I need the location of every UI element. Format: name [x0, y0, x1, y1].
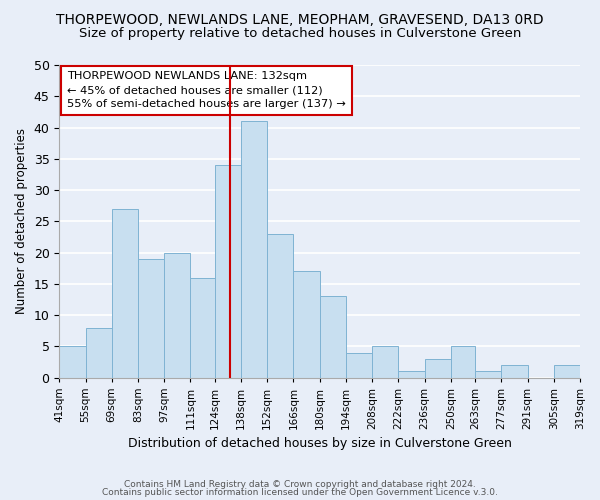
Bar: [502, 365, 527, 378]
Bar: [59, 346, 86, 378]
Bar: [138, 259, 164, 378]
Bar: [320, 296, 346, 378]
X-axis label: Distribution of detached houses by size in Culverstone Green: Distribution of detached houses by size …: [128, 437, 512, 450]
Bar: [475, 372, 502, 378]
Text: Contains HM Land Registry data © Crown copyright and database right 2024.: Contains HM Land Registry data © Crown c…: [124, 480, 476, 489]
Bar: [190, 278, 215, 378]
Bar: [346, 352, 372, 378]
Bar: [112, 209, 138, 378]
Bar: [293, 272, 320, 378]
Bar: [451, 346, 475, 378]
Bar: [86, 328, 112, 378]
Bar: [372, 346, 398, 378]
Bar: [241, 122, 267, 378]
Text: Size of property relative to detached houses in Culverstone Green: Size of property relative to detached ho…: [79, 28, 521, 40]
Bar: [425, 359, 451, 378]
Bar: [164, 252, 190, 378]
Bar: [554, 365, 580, 378]
Y-axis label: Number of detached properties: Number of detached properties: [15, 128, 28, 314]
Text: Contains public sector information licensed under the Open Government Licence v.: Contains public sector information licen…: [102, 488, 498, 497]
Bar: [267, 234, 293, 378]
Text: THORPEWOOD NEWLANDS LANE: 132sqm
← 45% of detached houses are smaller (112)
55% : THORPEWOOD NEWLANDS LANE: 132sqm ← 45% o…: [67, 72, 346, 110]
Bar: [398, 372, 425, 378]
Bar: [215, 165, 241, 378]
Text: THORPEWOOD, NEWLANDS LANE, MEOPHAM, GRAVESEND, DA13 0RD: THORPEWOOD, NEWLANDS LANE, MEOPHAM, GRAV…: [56, 12, 544, 26]
